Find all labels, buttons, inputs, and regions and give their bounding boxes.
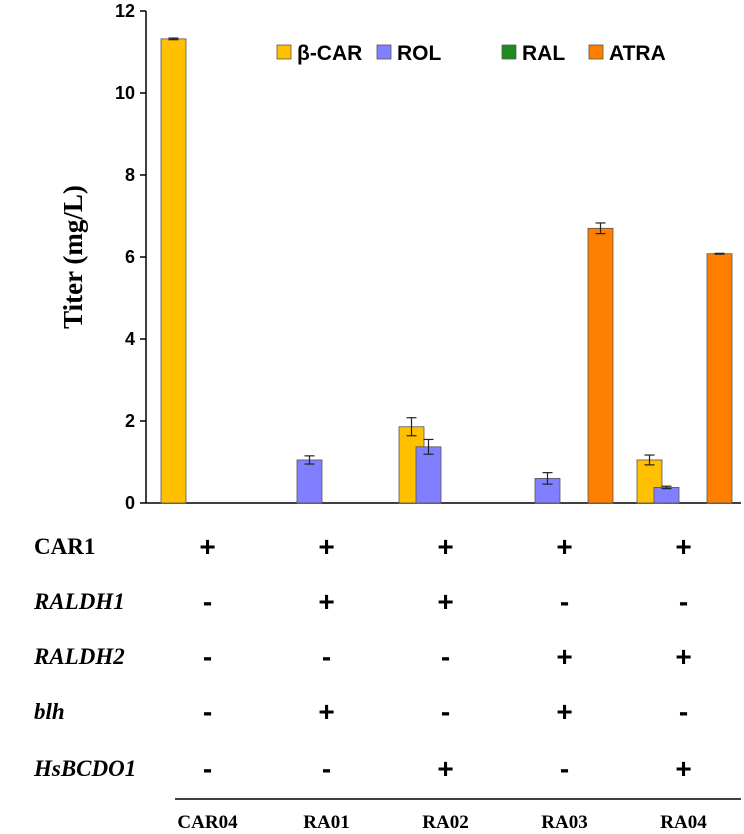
sample-label: RA04 [660, 812, 707, 833]
minus-sign: - [203, 641, 212, 672]
plus-sign: + [556, 696, 572, 727]
plus-sign: + [437, 753, 453, 784]
legend-label: ROL [397, 42, 442, 65]
legend-label: β-CAR [297, 42, 362, 65]
bar [160, 38, 187, 504]
bar [653, 487, 680, 504]
plus-sign: + [318, 696, 334, 727]
plus-sign: + [675, 641, 691, 672]
minus-sign: - [560, 586, 569, 617]
sample-label: RA02 [422, 812, 468, 833]
error-bars [168, 37, 725, 490]
plus-sign: + [675, 753, 691, 784]
minus-sign: - [679, 586, 688, 617]
y-axis-label: Titer (mg/L) [58, 185, 88, 329]
plus-sign: + [556, 641, 572, 672]
genotype-row-label: CAR1 [34, 534, 95, 559]
bar [415, 446, 442, 504]
plus-sign: + [675, 531, 691, 562]
bar [587, 227, 614, 504]
legend-swatch [501, 44, 517, 60]
y-tick-label: 10 [115, 83, 135, 103]
sample-label: RA03 [541, 812, 587, 833]
y-tick-label: 2 [125, 411, 135, 431]
bars [160, 38, 733, 504]
genotype-row-label: HsBCDO1 [33, 756, 136, 781]
sample-label: CAR04 [177, 812, 238, 833]
plus-sign: + [437, 586, 453, 617]
genotype-row-label: RALDH1 [33, 589, 125, 614]
bar [296, 459, 323, 504]
legend-label: ATRA [609, 42, 666, 65]
bar [706, 253, 733, 504]
minus-sign: - [560, 753, 569, 784]
minus-sign: - [441, 696, 450, 727]
minus-sign: - [203, 753, 212, 784]
y-tick-label: 8 [125, 165, 135, 185]
plus-sign: + [199, 531, 215, 562]
y-tick-label: 0 [125, 493, 135, 513]
plus-sign: + [556, 531, 572, 562]
legend-swatch [276, 44, 292, 60]
legend: β-CAR ROL RAL ATRA [276, 42, 666, 65]
legend-label: RAL [522, 42, 565, 65]
minus-sign: - [203, 696, 212, 727]
sample-labels: CAR04 RA01 RA02 RA03 RA04 [177, 812, 707, 833]
minus-sign: - [322, 641, 331, 672]
plus-sign: + [318, 586, 334, 617]
minus-sign: - [322, 753, 331, 784]
genotype-row-label: RALDH2 [33, 644, 125, 669]
legend-swatch [376, 44, 392, 60]
y-ticks: 0 2 4 6 8 10 12 [115, 1, 146, 513]
minus-sign: - [441, 641, 450, 672]
y-tick-label: 12 [115, 1, 135, 21]
genotype-row-label: blh [34, 699, 65, 724]
plus-sign: + [437, 531, 453, 562]
genotype-table: CAR1 + + + + + RALDH1 - + + - - RALDH2 - - - + + blh - + - + - H… [33, 531, 692, 784]
y-tick-label: 6 [125, 247, 135, 267]
sample-label: RA01 [303, 812, 349, 833]
plus-sign: + [318, 531, 334, 562]
minus-sign: - [679, 696, 688, 727]
legend-swatch [588, 44, 604, 60]
y-tick-label: 4 [125, 329, 135, 349]
minus-sign: - [203, 586, 212, 617]
